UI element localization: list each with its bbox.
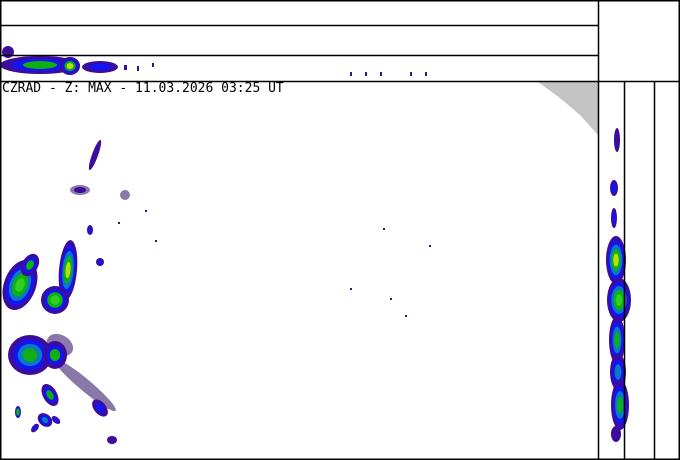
- echo-cell: [611, 183, 617, 193]
- echo-cell: [410, 72, 412, 76]
- echo-cell: [107, 436, 117, 444]
- echo-cell: [66, 63, 74, 69]
- echo-cell: [88, 227, 92, 233]
- echo-cell: [425, 72, 427, 76]
- echo-cell: [145, 210, 147, 212]
- echo-cell: [615, 294, 623, 306]
- echo-cell: [15, 278, 25, 292]
- echo-cell: [152, 63, 154, 67]
- echo-cell: [95, 402, 105, 414]
- echo-cell: [350, 72, 352, 76]
- product-title: CZRAD - Z: MAX - 11.03.2026 03:25 UT: [2, 81, 284, 96]
- echo-cell: [611, 426, 621, 442]
- echo-layer: [0, 46, 631, 444]
- out-of-range-area: [538, 82, 598, 135]
- echo-cell: [32, 425, 38, 431]
- echo-cell: [49, 349, 61, 361]
- echo-cell: [614, 332, 620, 348]
- echo-cell: [89, 63, 111, 71]
- echo-cell: [97, 259, 103, 265]
- echo-cell: [137, 66, 139, 71]
- echo-cell: [41, 417, 49, 423]
- echo-cell: [46, 390, 54, 400]
- echo-cell: [390, 298, 392, 300]
- echo-cell: [380, 72, 382, 76]
- echo-cell: [405, 315, 407, 317]
- echo-cell: [53, 417, 59, 423]
- echo-cell: [612, 212, 616, 224]
- echo-cell: [22, 61, 58, 69]
- echo-cell: [118, 222, 120, 224]
- echo-cell: [429, 245, 431, 247]
- echo-cell: [16, 408, 20, 416]
- echo-cell: [88, 139, 102, 171]
- echo-cell: [350, 288, 352, 290]
- echo-cell: [22, 348, 38, 362]
- echo-cell: [617, 396, 623, 414]
- echo-cell: [120, 190, 130, 200]
- echo-cell: [65, 261, 71, 279]
- echo-cell: [613, 253, 619, 267]
- echo-cell: [614, 128, 620, 152]
- echo-cell: [383, 228, 385, 230]
- echo-cell: [124, 65, 127, 70]
- echo-cell: [50, 295, 60, 305]
- echo-cell: [365, 72, 367, 76]
- echo-cell: [74, 187, 86, 193]
- echo-cell: [26, 260, 34, 270]
- echo-cell: [614, 364, 622, 380]
- echo-cell: [54, 358, 116, 412]
- echo-cell: [155, 240, 157, 242]
